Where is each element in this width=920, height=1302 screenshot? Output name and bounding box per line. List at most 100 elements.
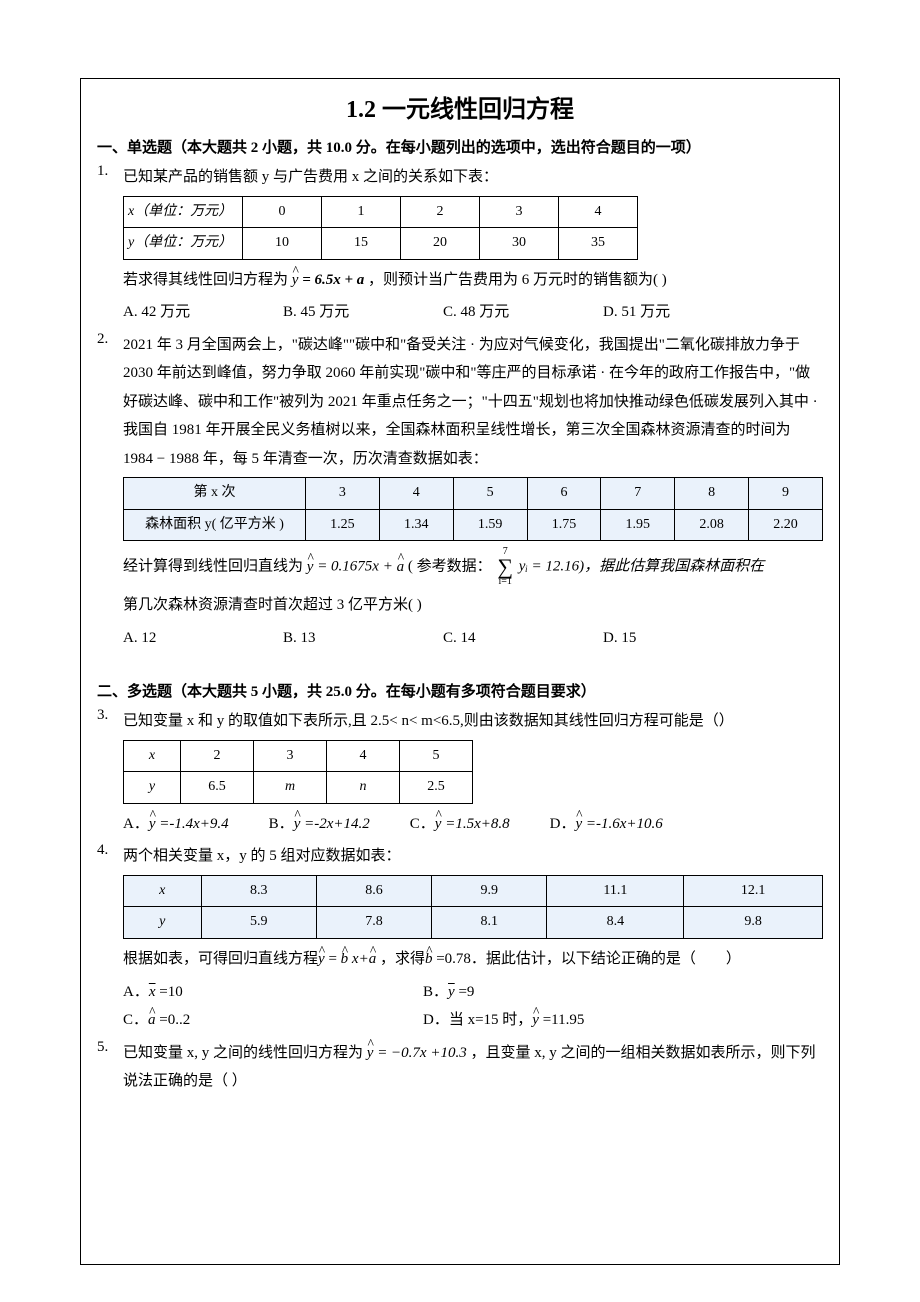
- a-hat: a: [397, 553, 405, 582]
- q3-options: A．y =-1.4x+9.4 B．y =-2x+14.2 C．y =1.5x+8…: [123, 810, 823, 839]
- cell: 1.59: [453, 509, 527, 541]
- cell: 8: [675, 478, 749, 510]
- table-row: x 2 3 4 5: [124, 740, 473, 772]
- cell: 2.08: [675, 509, 749, 541]
- question-3: 3. 已知变量 x 和 y 的取值如下表所示,且 2.5< n< m<6.5,则…: [97, 707, 823, 838]
- option-a: A. 12: [123, 624, 283, 653]
- q2-options: A. 12 B. 13 C. 14 D. 15: [123, 624, 823, 653]
- question-1: 1. 已知某产品的销售额 y 与广告费用 x 之间的关系如下表： x（单位：万元…: [97, 163, 823, 327]
- option-a: A．y =-1.4x+9.4: [123, 810, 229, 839]
- summation: 7 ∑ i=1: [497, 547, 513, 587]
- cell: 8.4: [547, 907, 684, 939]
- cell: 1.34: [379, 509, 453, 541]
- question-2: 2. 2021 年 3 月全国两会上，"碳达峰""碳中和"备受关注 · 为应对气…: [97, 331, 823, 652]
- cell: 2.5: [400, 772, 473, 804]
- table-row: x 8.3 8.6 9.9 11.1 12.1: [124, 875, 823, 907]
- cell: 1.25: [306, 509, 380, 541]
- cell: 1: [322, 196, 401, 228]
- q4-options: A．x =10 B．y =9 C．a =0..2 D．当 x=15 时，y =1…: [123, 978, 823, 1035]
- cell: 5.9: [201, 907, 316, 939]
- cell: 7: [601, 478, 675, 510]
- cell: 9.8: [684, 907, 823, 939]
- question-number: 4.: [97, 842, 123, 859]
- cell: 1.95: [601, 509, 675, 541]
- cell: 9.9: [432, 875, 547, 907]
- question-body: 已知变量 x, y 之间的线性回归方程为 y = −0.7x +10.3 ，且变…: [123, 1039, 823, 1100]
- cell: 30: [480, 228, 559, 260]
- table-row: y（单位：万元） 10 15 20 30 35: [124, 228, 638, 260]
- cell: 第 x 次: [124, 478, 306, 510]
- option-c: C. 14: [443, 624, 603, 653]
- cell: 5: [400, 740, 473, 772]
- cell: n: [327, 772, 400, 804]
- cell: 3: [306, 478, 380, 510]
- cell: 8.6: [316, 875, 431, 907]
- q3-table: x 2 3 4 5 y 6.5 m n 2.5: [123, 740, 473, 804]
- q1-stem: 已知某产品的销售额 y 与广告费用 x 之间的关系如下表：: [123, 163, 823, 192]
- q2-para: 2021 年 3 月全国两会上，"碳达峰""碳中和"备受关注 · 为应对气候变化…: [123, 331, 823, 474]
- cell: 4: [379, 478, 453, 510]
- question-number: 5.: [97, 1039, 123, 1056]
- q1-line2: 若求得其线性回归方程为 y = 6.5x + a ，则预计当广告费用为 6 万元…: [123, 266, 823, 295]
- cell: 11.1: [547, 875, 684, 907]
- cell: 2: [181, 740, 254, 772]
- cell: m: [254, 772, 327, 804]
- table-row: y 6.5 m n 2.5: [124, 772, 473, 804]
- option-b: B. 45 万元: [283, 298, 443, 327]
- question-4: 4. 两个相关变量 x，y 的 5 组对应数据如表： x 8.3 8.6 9.9…: [97, 842, 823, 1034]
- question-body: 已知变量 x 和 y 的取值如下表所示,且 2.5< n< m<6.5,则由该数…: [123, 707, 823, 838]
- cell: 3: [480, 196, 559, 228]
- question-body: 两个相关变量 x，y 的 5 组对应数据如表： x 8.3 8.6 9.9 11…: [123, 842, 823, 1034]
- cell: 2: [401, 196, 480, 228]
- cell: x（单位：万元）: [124, 196, 243, 228]
- content-frame: 1.2 一元线性回归方程 一、单选题（本大题共 2 小题，共 10.0 分。在每…: [80, 78, 840, 1265]
- question-body: 已知某产品的销售额 y 与广告费用 x 之间的关系如下表： x（单位：万元） 0…: [123, 163, 823, 327]
- option-c: C．y =1.5x+8.8: [410, 810, 510, 839]
- table-row: 第 x 次 3 4 5 6 7 8 9: [124, 478, 823, 510]
- cell: 森林面积 y( 亿平方米 ): [124, 509, 306, 541]
- option-b: B．y =9: [423, 978, 723, 1007]
- option-d: D. 51 万元: [603, 298, 763, 327]
- cell: 0: [243, 196, 322, 228]
- cell: 6: [527, 478, 601, 510]
- cell: x: [124, 875, 202, 907]
- cell: 8.3: [201, 875, 316, 907]
- y-hat: y: [307, 553, 314, 582]
- q2-line3: 第几次森林资源清查时首次超过 3 亿平方米( ): [123, 591, 823, 620]
- q1-table: x（单位：万元） 0 1 2 3 4 y（单位：万元） 10 15 20 30 …: [123, 196, 638, 260]
- q4-table: x 8.3 8.6 9.9 11.1 12.1 y 5.9 7.8 8.1 8.…: [123, 875, 823, 939]
- question-5: 5. 已知变量 x, y 之间的线性回归方程为 y = −0.7x +10.3 …: [97, 1039, 823, 1100]
- page: 1.2 一元线性回归方程 一、单选题（本大题共 2 小题，共 10.0 分。在每…: [0, 0, 920, 1302]
- table-row: x（单位：万元） 0 1 2 3 4: [124, 196, 638, 228]
- question-number: 2.: [97, 331, 123, 348]
- q1-options: A. 42 万元 B. 45 万元 C. 48 万元 D. 51 万元: [123, 298, 823, 327]
- cell: 1.75: [527, 509, 601, 541]
- option-d: D．当 x=15 时，y =11.95: [423, 1006, 723, 1035]
- cell: 35: [559, 228, 638, 260]
- option-b: B. 13: [283, 624, 443, 653]
- cell: 7.8: [316, 907, 431, 939]
- option-d: D．y =-1.6x+10.6: [550, 810, 663, 839]
- cell: 20: [401, 228, 480, 260]
- q2-table: 第 x 次 3 4 5 6 7 8 9 森林面积 y( 亿平方米 ) 1.25 …: [123, 477, 823, 541]
- option-b: B．y =-2x+14.2: [269, 810, 370, 839]
- question-number: 3.: [97, 707, 123, 724]
- y-hat: y: [292, 266, 299, 295]
- option-a: A．x =10: [123, 978, 423, 1007]
- cell: 8.1: [432, 907, 547, 939]
- section-1-heading: 一、单选题（本大题共 2 小题，共 10.0 分。在每小题列出的选项中，选出符合…: [97, 136, 823, 157]
- question-body: 2021 年 3 月全国两会上，"碳达峰""碳中和"备受关注 · 为应对气候变化…: [123, 331, 823, 652]
- cell: y: [124, 907, 202, 939]
- cell: x: [124, 740, 181, 772]
- cell: 15: [322, 228, 401, 260]
- section-2-heading: 二、多选题（本大题共 5 小题，共 25.0 分。在每小题有多项符合题目要求）: [97, 680, 823, 701]
- page-title: 1.2 一元线性回归方程: [97, 89, 823, 124]
- option-c: C．a =0..2: [123, 1006, 423, 1035]
- cell: y: [124, 772, 181, 804]
- table-row: 森林面积 y( 亿平方米 ) 1.25 1.34 1.59 1.75 1.95 …: [124, 509, 823, 541]
- q2-line2: 经计算得到线性回归直线为 y = 0.1675x + a ( 参考数据： 7 ∑…: [123, 547, 823, 587]
- cell: 2.20: [749, 509, 823, 541]
- question-number: 1.: [97, 163, 123, 180]
- q4-stem: 两个相关变量 x，y 的 5 组对应数据如表：: [123, 842, 823, 871]
- cell: 9: [749, 478, 823, 510]
